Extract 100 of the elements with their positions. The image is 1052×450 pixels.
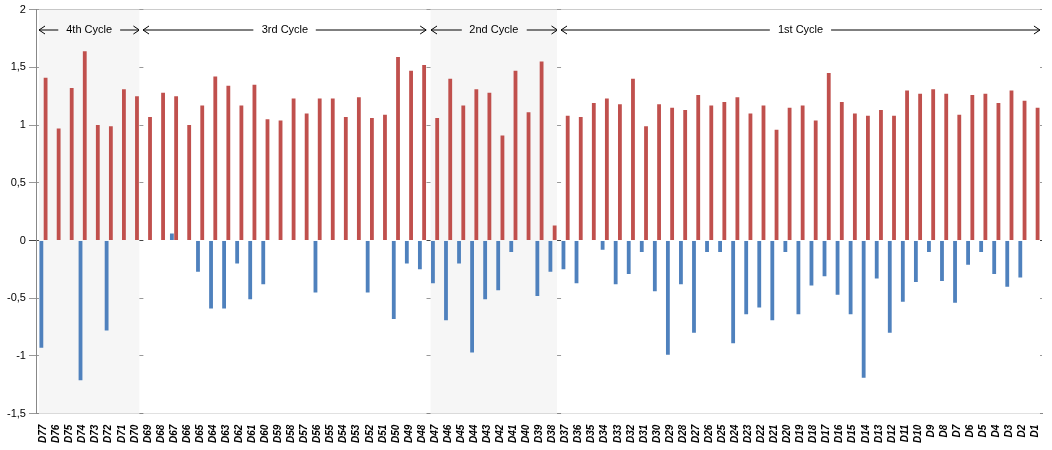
bar [709, 105, 714, 240]
bar [396, 56, 400, 240]
band-label: 2nd Cycle [469, 22, 519, 35]
x-tick-label: D69 [141, 424, 153, 444]
band-label: 3rd Cycle [261, 22, 309, 35]
bar [135, 96, 139, 240]
x-tick-label: D23 [742, 424, 754, 444]
bar [604, 98, 609, 240]
x-tick-label: D32 [624, 424, 636, 444]
bar [852, 113, 857, 240]
bar [370, 118, 374, 240]
y-tick-label: 0 [19, 233, 26, 246]
bar [474, 89, 479, 240]
bar [222, 240, 226, 309]
bar [317, 98, 322, 240]
bar [735, 97, 740, 240]
bar [940, 240, 944, 281]
bar [796, 240, 801, 315]
y-tick-label: 1 [19, 118, 26, 131]
x-tick-label: D53 [350, 424, 362, 444]
bar [1005, 240, 1010, 287]
bar [108, 126, 113, 240]
x-tick-label: D72 [102, 424, 114, 444]
bar [613, 240, 618, 285]
bar [291, 98, 296, 240]
x-tick-label: D20 [781, 424, 793, 444]
bar [461, 105, 466, 240]
bar [683, 110, 688, 240]
bar [330, 98, 335, 240]
x-tick-label: D46 [441, 424, 453, 444]
bar [509, 240, 514, 253]
x-tick-label: D10 [911, 424, 923, 444]
x-tick-label: D74 [76, 424, 88, 444]
bar [43, 77, 48, 240]
bar [927, 240, 931, 253]
bar [535, 240, 540, 296]
y-tick-label: -1 [16, 348, 26, 361]
bar [444, 240, 448, 321]
bar [626, 240, 631, 274]
x-tick-label: D36 [572, 424, 584, 444]
x-tick-label: D41 [507, 424, 519, 444]
x-tick-label: D21 [768, 424, 780, 444]
bar [931, 89, 936, 240]
bar [970, 95, 975, 240]
bar [209, 240, 213, 309]
x-tick-label: D39 [533, 424, 545, 444]
x-tick-label: D67 [167, 424, 179, 444]
x-tick-label: D12 [885, 424, 897, 444]
x-tick-label: D75 [63, 424, 75, 444]
bar [705, 240, 709, 253]
bar [731, 240, 736, 344]
bar [992, 240, 997, 274]
bar [578, 116, 583, 240]
bar [82, 51, 87, 240]
bar [913, 240, 918, 283]
y-tick-label: -1,5 [6, 406, 26, 419]
bar [187, 125, 192, 240]
bar [539, 61, 544, 240]
band-label: 1st Cycle [777, 22, 824, 35]
bar [879, 110, 883, 240]
band-label: 4th Cycle [66, 22, 113, 35]
bar [365, 240, 370, 293]
bar [618, 104, 622, 240]
x-tick-label: D11 [898, 424, 910, 443]
bar [918, 93, 923, 240]
x-tick-label: D62 [233, 424, 245, 444]
x-tick-label: D63 [219, 424, 231, 444]
x-tick-label: D40 [520, 424, 532, 444]
x-tick-label: D37 [559, 424, 571, 444]
bar [404, 240, 409, 264]
x-tick-label: D16 [833, 424, 845, 444]
x-tick-label: D19 [794, 424, 806, 444]
x-tick-label: D33 [611, 424, 623, 444]
bar [200, 105, 205, 240]
bar [496, 240, 501, 291]
bar [783, 240, 788, 253]
bar [591, 103, 596, 240]
bar [892, 115, 896, 240]
bar [905, 90, 909, 240]
bar [239, 105, 244, 240]
x-tick-label: D54 [337, 424, 349, 444]
bar [69, 88, 74, 240]
x-tick-label: D44 [467, 424, 479, 444]
bar [900, 240, 905, 302]
x-tick-label: D15 [846, 424, 858, 444]
bar [631, 78, 635, 240]
bar [56, 128, 61, 240]
bar [95, 125, 100, 240]
bar [409, 70, 413, 240]
x-tick-label: D6 [963, 424, 975, 438]
bar [944, 93, 949, 240]
x-tick-label: D30 [650, 424, 662, 444]
bar [148, 116, 152, 240]
bar [874, 240, 879, 279]
bar [343, 116, 348, 240]
bar [652, 240, 657, 292]
x-tick-label: D61 [246, 424, 258, 444]
bar [391, 240, 396, 319]
x-tick-label: D57 [298, 424, 310, 444]
bar [383, 114, 387, 240]
